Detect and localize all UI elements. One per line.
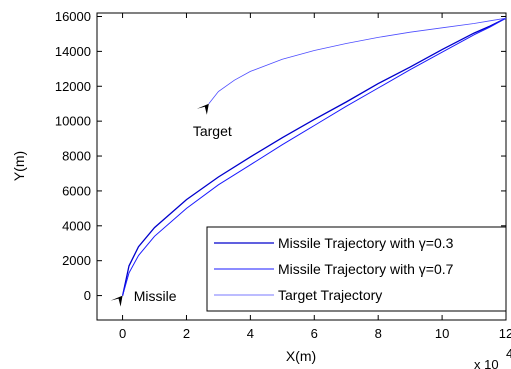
y-axis-label: Y(m) <box>11 151 27 181</box>
x-tick-label: 6 <box>311 326 318 341</box>
y-tick-label: 12000 <box>55 79 91 94</box>
legend-label-1: Missile Trajectory with γ=0.3 <box>278 235 454 251</box>
x-axis: 0 2 4 6 8 10 12 <box>119 13 511 341</box>
annotation-layer: Target Missile <box>110 103 232 307</box>
series-layer <box>121 17 507 296</box>
series-line-2 <box>122 17 507 296</box>
y-tick-label: 2000 <box>62 253 91 268</box>
x-tick-label: 8 <box>375 326 382 341</box>
x-multiplier-label: x 10 <box>474 357 499 369</box>
x-axis-label: X(m) <box>286 348 316 364</box>
series-line-3 <box>208 17 507 104</box>
x-tick-label: 0 <box>119 326 126 341</box>
target-start-marker <box>196 103 209 115</box>
x-tick-label: 12 <box>499 326 511 341</box>
y-axis: 0 2000 4000 6000 8000 10000 12000 14000 16000 <box>55 9 506 303</box>
legend: Missile Trajectory with γ=0.3 Missile Tra… <box>206 226 507 312</box>
y-tick-label: 10000 <box>55 114 91 129</box>
y-tick-label: 4000 <box>62 218 91 233</box>
missile-start-marker <box>110 295 123 307</box>
x-tick-label: 4 <box>247 326 254 341</box>
x-tick-label: 2 <box>183 326 190 341</box>
legend-label-2: Missile Trajectory with γ=0.7 <box>278 261 454 277</box>
y-tick-label: 14000 <box>55 44 91 59</box>
x-multiplier-exponent: 4 <box>506 346 511 361</box>
y-tick-label: 0 <box>84 288 91 303</box>
x-tick-label: 10 <box>435 326 449 341</box>
annotation-missile: Missile <box>134 288 177 304</box>
y-tick-label: 16000 <box>55 9 91 24</box>
legend-label-3: Target Trajectory <box>278 287 382 303</box>
y-tick-label: 6000 <box>62 183 91 198</box>
annotation-target: Target <box>193 123 232 139</box>
series-line-1 <box>121 17 507 296</box>
y-tick-label: 8000 <box>62 149 91 164</box>
